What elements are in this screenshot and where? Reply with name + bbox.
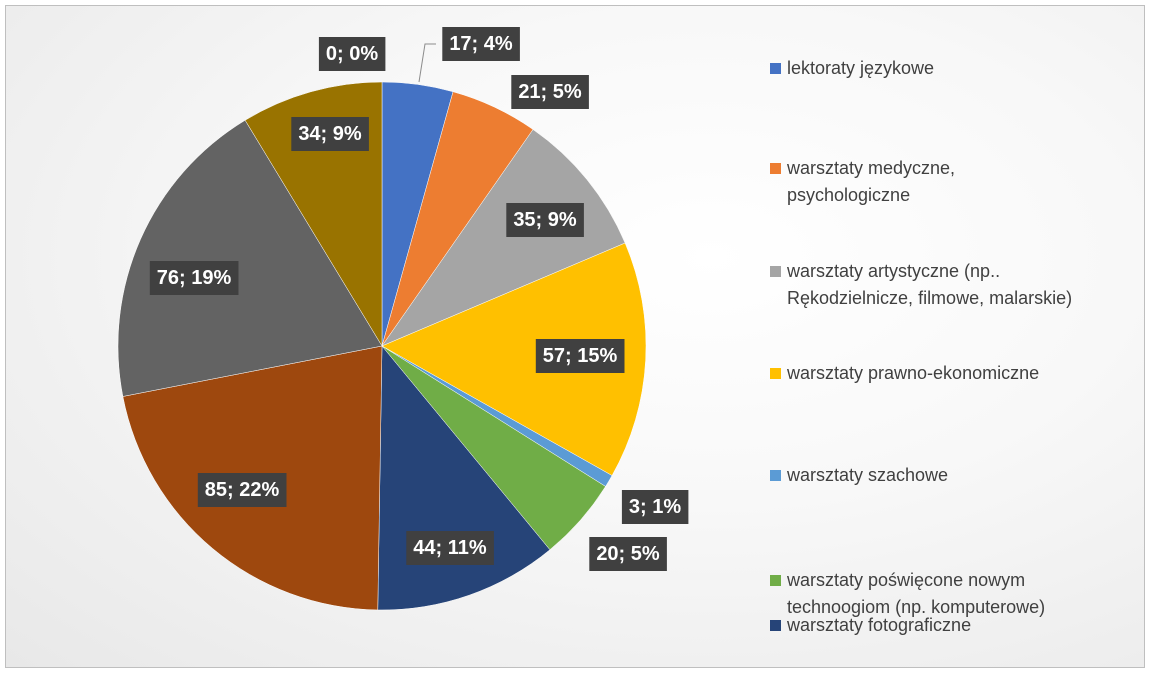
data-label-text: 0; 0% <box>326 43 378 65</box>
data-label: 17; 4% <box>442 27 520 61</box>
pie-slice <box>381 242 647 476</box>
data-label-text: 76; 19% <box>157 267 232 289</box>
data-label-box <box>291 117 369 151</box>
data-label: 85; 22% <box>197 473 287 507</box>
data-label-box <box>442 27 520 61</box>
data-label-box <box>511 75 589 109</box>
data-label: 57; 15% <box>535 339 625 373</box>
data-label-box <box>506 203 584 237</box>
data-label-box <box>621 490 689 524</box>
data-label: 35; 9% <box>506 203 584 237</box>
data-label-text: 21; 5% <box>518 81 582 103</box>
data-label-box <box>535 339 625 373</box>
data-label-box <box>589 537 667 571</box>
data-label-text: 17; 4% <box>449 33 513 55</box>
data-label: 20; 5% <box>589 537 667 571</box>
data-label: 34; 9% <box>291 117 369 151</box>
leader-line <box>418 43 436 83</box>
data-label-text: 44; 11% <box>413 537 487 559</box>
pie-slice <box>117 119 383 397</box>
data-label-text: 34; 9% <box>298 123 362 145</box>
data-label: 0; 0% <box>318 37 386 71</box>
data-label-text: 20; 5% <box>596 543 660 565</box>
data-label-box <box>197 473 287 507</box>
data-label: 3; 1% <box>621 490 689 524</box>
data-label: 44; 11% <box>406 531 494 565</box>
data-label-text: 85; 22% <box>205 479 280 501</box>
data-label-text: 57; 15% <box>543 345 618 367</box>
data-label-box <box>149 261 239 295</box>
data-label-text: 3; 1% <box>629 496 681 518</box>
data-label-box <box>406 531 494 565</box>
pie-slice <box>381 129 626 347</box>
data-label: 21; 5% <box>511 75 589 109</box>
data-label: 76; 19% <box>149 261 239 295</box>
data-label-box <box>318 37 386 71</box>
data-label-text: 35; 9% <box>513 209 577 231</box>
